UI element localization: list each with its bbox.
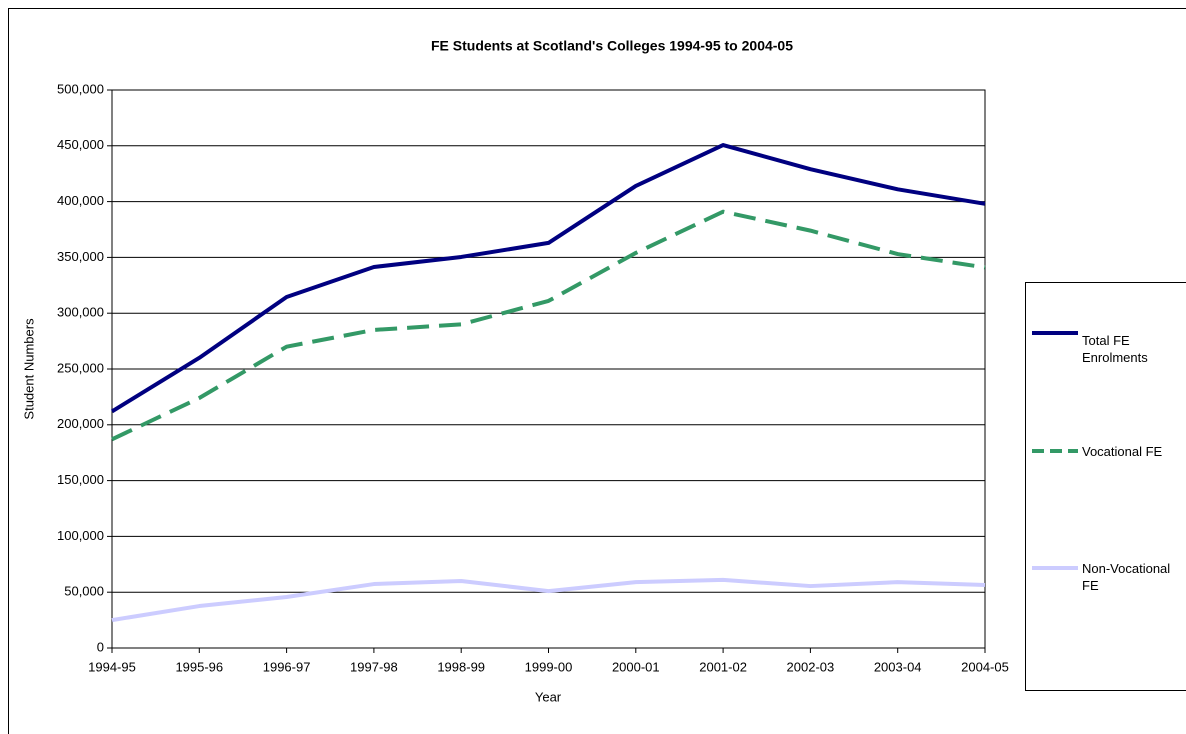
x-tick-label: 2003-04 — [874, 659, 922, 674]
y-tick-label: 300,000 — [57, 305, 104, 320]
x-tick-label: 1997-98 — [350, 659, 398, 674]
x-tick-label: 1994-95 — [88, 659, 136, 674]
x-tick-label: 1998-99 — [437, 659, 485, 674]
x-tick-label: 1995-96 — [175, 659, 223, 674]
chart-title: FE Students at Scotland's Colleges 1994-… — [431, 38, 793, 54]
y-tick-label: 150,000 — [57, 472, 104, 487]
y-tick-label: 350,000 — [57, 249, 104, 264]
legend-box — [1025, 282, 1186, 691]
y-tick-label: 400,000 — [57, 193, 104, 208]
legend-label: Vocational FE — [1082, 444, 1163, 459]
y-tick-label: 200,000 — [57, 416, 104, 431]
x-tick-label: 1996-97 — [263, 659, 311, 674]
series-line — [111, 577, 986, 623]
x-axis-label: Year — [535, 689, 562, 704]
y-tick-label: 450,000 — [57, 137, 104, 152]
x-tick-label: 2000-01 — [612, 659, 660, 674]
series-line — [111, 209, 986, 442]
x-tick-label: 2002-03 — [787, 659, 835, 674]
series-line — [110, 143, 986, 414]
legend-label: Total FE Enrolments — [1082, 333, 1148, 365]
y-tick-label: 500,000 — [57, 81, 104, 96]
y-tick-label: 100,000 — [57, 528, 104, 543]
chart-border — [8, 8, 1186, 734]
x-tick-label: 2001-02 — [699, 659, 747, 674]
y-tick-label: 250,000 — [57, 360, 104, 375]
legend-label: Non-Vocational FE — [1082, 561, 1171, 593]
y-tick-label: 50,000 — [64, 584, 104, 599]
y-tick-label: 0 — [97, 639, 104, 654]
x-tick-label: 1999-00 — [525, 659, 573, 674]
x-tick-label: 2004-05 — [961, 659, 1009, 674]
y-axis-label: Student Numbers — [21, 318, 36, 420]
